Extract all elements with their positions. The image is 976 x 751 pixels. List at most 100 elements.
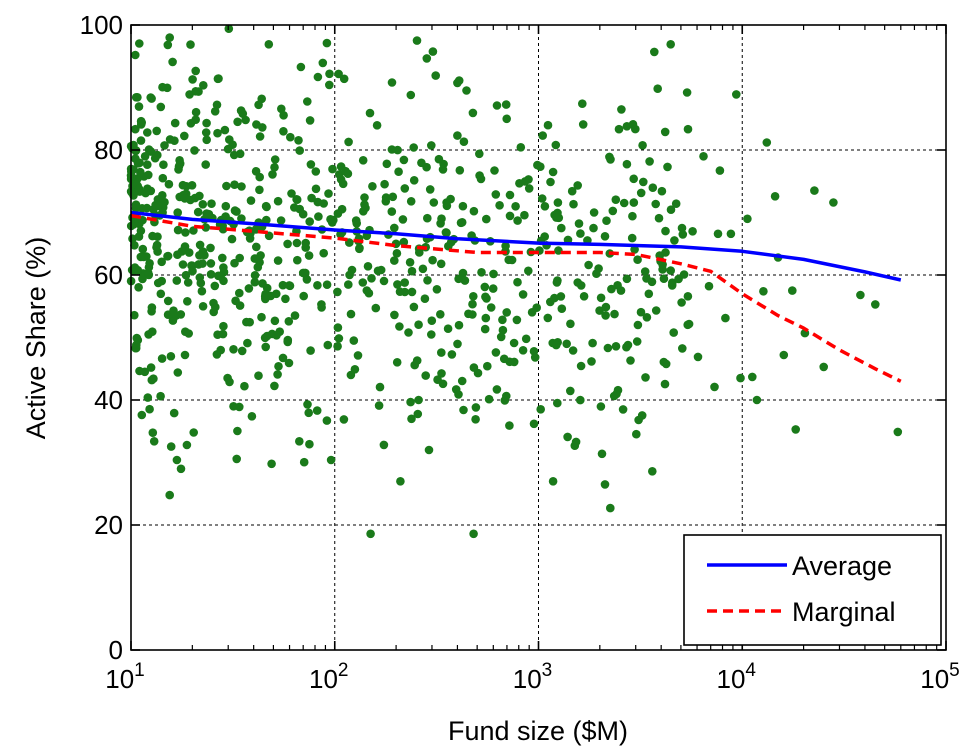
data-point: [524, 266, 533, 276]
data-point: [455, 166, 465, 175]
data-point: [314, 212, 323, 221]
data-point: [253, 262, 263, 272]
data-point: [483, 361, 492, 371]
data-point: [235, 149, 245, 159]
data-point: [146, 363, 156, 372]
data-point: [233, 426, 242, 436]
data-point: [446, 194, 455, 204]
data-point: [387, 207, 397, 216]
data-point: [505, 211, 515, 221]
data-point: [191, 66, 200, 76]
data-point: [671, 199, 681, 208]
data-point: [382, 159, 392, 169]
data-point: [400, 184, 410, 193]
data-point: [158, 173, 168, 183]
data-point: [489, 269, 498, 279]
data-point: [189, 428, 198, 437]
data-point: [453, 78, 462, 88]
data-point: [232, 454, 241, 464]
x-axis-title: Fund size ($M): [448, 716, 628, 746]
data-point: [699, 152, 708, 161]
data-point: [333, 342, 342, 351]
data-point: [579, 292, 589, 301]
data-point: [427, 316, 437, 326]
data-point: [537, 194, 547, 203]
data-point: [131, 50, 140, 60]
y-tick-labels: 0 20 40 60 80 100: [80, 10, 123, 665]
data-point: [648, 183, 658, 192]
data-point: [183, 297, 192, 306]
data-point: [610, 309, 619, 319]
data-point: [399, 155, 409, 165]
data-point: [137, 410, 147, 420]
data-point: [198, 302, 208, 311]
data-point: [181, 228, 190, 237]
data-point: [893, 427, 903, 437]
x-tick-label: 103: [513, 660, 553, 694]
data-point: [651, 306, 661, 315]
data-point: [245, 317, 254, 327]
data-point: [743, 214, 752, 224]
data-point: [352, 219, 362, 228]
data-point: [170, 118, 180, 128]
data-point: [457, 376, 467, 386]
data-point: [202, 118, 211, 128]
data-point: [683, 292, 693, 301]
data-point: [261, 342, 271, 352]
data-point: [492, 101, 502, 110]
data-point: [658, 265, 667, 274]
data-point: [243, 338, 252, 348]
data-point: [303, 400, 312, 409]
data-point: [149, 437, 159, 446]
data-point: [216, 345, 225, 355]
data-point: [176, 464, 186, 474]
data-point: [574, 219, 584, 228]
data-point: [438, 165, 448, 174]
data-point: [328, 164, 337, 174]
data-point: [460, 276, 470, 285]
data-point: [375, 382, 385, 392]
data-point: [135, 39, 144, 48]
data-point: [268, 170, 277, 179]
data-point: [344, 137, 353, 147]
data-point: [138, 244, 148, 254]
data-point: [344, 280, 353, 289]
data-point: [262, 331, 272, 341]
data-point: [557, 304, 567, 314]
data-point: [347, 265, 357, 275]
data-point: [279, 111, 288, 120]
data-point: [334, 334, 344, 343]
data-point: [504, 255, 513, 265]
data-point: [287, 189, 296, 198]
data-point: [551, 140, 561, 150]
data-point: [422, 54, 432, 63]
data-point: [264, 40, 274, 49]
data-point: [173, 225, 183, 235]
data-point: [139, 252, 148, 262]
data-point: [715, 166, 725, 175]
data-point: [589, 208, 599, 217]
data-point: [181, 270, 191, 280]
series-lines: [130, 210, 902, 383]
data-point: [276, 216, 286, 225]
data-point: [616, 286, 626, 295]
data-point: [661, 248, 670, 257]
data-point: [644, 289, 654, 299]
data-point: [551, 340, 561, 350]
data-point: [710, 382, 719, 392]
data-point: [617, 105, 626, 114]
data-point: [219, 321, 228, 331]
data-point: [311, 167, 321, 176]
data-point: [186, 119, 196, 128]
data-point: [367, 274, 376, 283]
data-point: [195, 251, 204, 260]
data-point: [233, 117, 242, 127]
data-point: [490, 166, 499, 175]
data-point: [180, 350, 190, 360]
data-point: [469, 292, 478, 301]
data-point: [237, 346, 247, 356]
data-point: [595, 306, 604, 315]
data-point: [663, 162, 672, 172]
data-point: [213, 128, 222, 138]
y-tick-label: 20: [94, 510, 123, 540]
